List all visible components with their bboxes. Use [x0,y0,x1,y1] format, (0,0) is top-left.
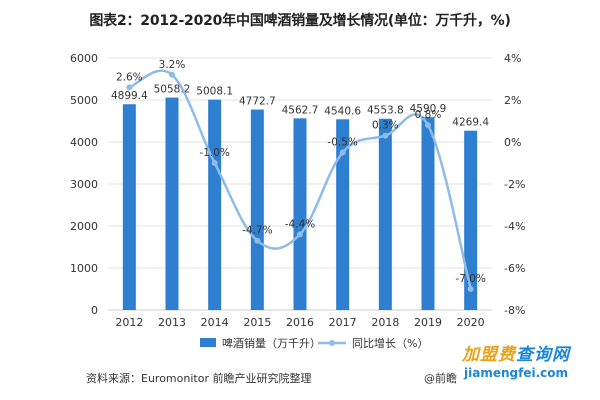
bar-value-label: 4269.4 [452,117,489,129]
growth-value-label: -1.0% [199,147,229,159]
bar [293,118,307,310]
x-tick-label: 2017 [329,316,357,329]
growth-value-label: -0.5% [327,137,357,149]
y-left-tick-label: 5000 [70,94,98,107]
y-right-tick-label: -8% [504,304,525,317]
y-right-tick-label: 0% [504,136,521,149]
growth-point [169,71,175,78]
bar [464,130,478,310]
x-tick-label: 2014 [201,316,229,329]
y-right-tick-label: -4% [504,220,525,233]
x-tick-label: 2016 [286,316,314,329]
y-right-tick-label: 2% [504,94,521,107]
bar-value-label: 4772.7 [239,96,276,108]
brand-url: jiamengfei.com [464,366,568,380]
bar [336,119,350,310]
brand-name-part1: 加盟费 [462,345,516,365]
legend-line-marker [329,340,335,346]
bar [250,109,264,310]
y-left-tick-label: 6000 [70,52,98,65]
y-right-tick-label: -2% [504,178,525,191]
growth-point [211,160,218,166]
bar [165,97,179,310]
growth-point [297,231,303,238]
growth-point [126,84,133,91]
y-left-tick-label: 3000 [70,178,98,191]
growth-point [382,132,389,139]
x-tick-label: 2015 [243,316,271,329]
x-tick-label: 2018 [371,316,399,329]
growth-point [254,237,261,244]
growth-value-label: -4.7% [242,225,272,237]
growth-point [425,122,431,129]
y-left-tick-label: 1000 [70,262,98,275]
x-tick-label: 2019 [414,316,442,329]
source-note: 资料来源：Euromonitor 前瞻产业研究院整理 [86,372,312,385]
bar [122,104,136,311]
x-tick-label: 2013 [158,316,186,329]
x-tick-label: 2012 [115,316,143,329]
bar-value-label: 4540.6 [324,105,361,117]
chart-title: 图表2：2012-2020年中国啤酒销量及增长情况(单位：万千升，%) [89,13,511,29]
y-right-tick-label: -6% [504,262,525,275]
brand-logo: 加盟费查询网 jiamengfei.com [462,340,592,390]
growth-value-label: 3.2% [159,59,186,71]
growth-value-label: -4.4% [285,218,315,230]
y-left-tick-label: 0 [91,304,98,317]
growth-point [467,286,474,292]
watermark-text: @前瞻 [424,372,457,385]
growth-value-label: 2.6% [116,71,143,83]
bar-value-label: 4899.4 [111,90,148,102]
x-tick-label: 2020 [457,316,485,329]
growth-point [339,149,346,156]
growth-value-label: -7.0% [455,273,485,285]
bar [421,117,435,311]
legend-bar-swatch [200,338,216,347]
bar-value-label: 4590.9 [410,103,447,115]
legend-bar-label: 啤酒销量（万千升） [222,336,321,350]
growth-value-label: 0.8% [415,109,442,121]
y-left-tick-label: 2000 [70,220,98,233]
bar [378,118,392,310]
bar-value-label: 4562.7 [282,104,319,116]
growth-value-label: 0.3% [372,120,399,132]
y-left-tick-label: 4000 [70,136,98,149]
bar-value-label: 5008.1 [196,86,233,98]
bar [208,99,222,311]
brand-name-part2: 查询网 [516,345,570,365]
y-right-tick-label: 4% [504,52,521,65]
legend-line-label: 同比增长（%） [352,336,428,350]
bar-value-label: 4553.8 [367,105,404,117]
brand-name: 加盟费查询网 [462,340,570,365]
